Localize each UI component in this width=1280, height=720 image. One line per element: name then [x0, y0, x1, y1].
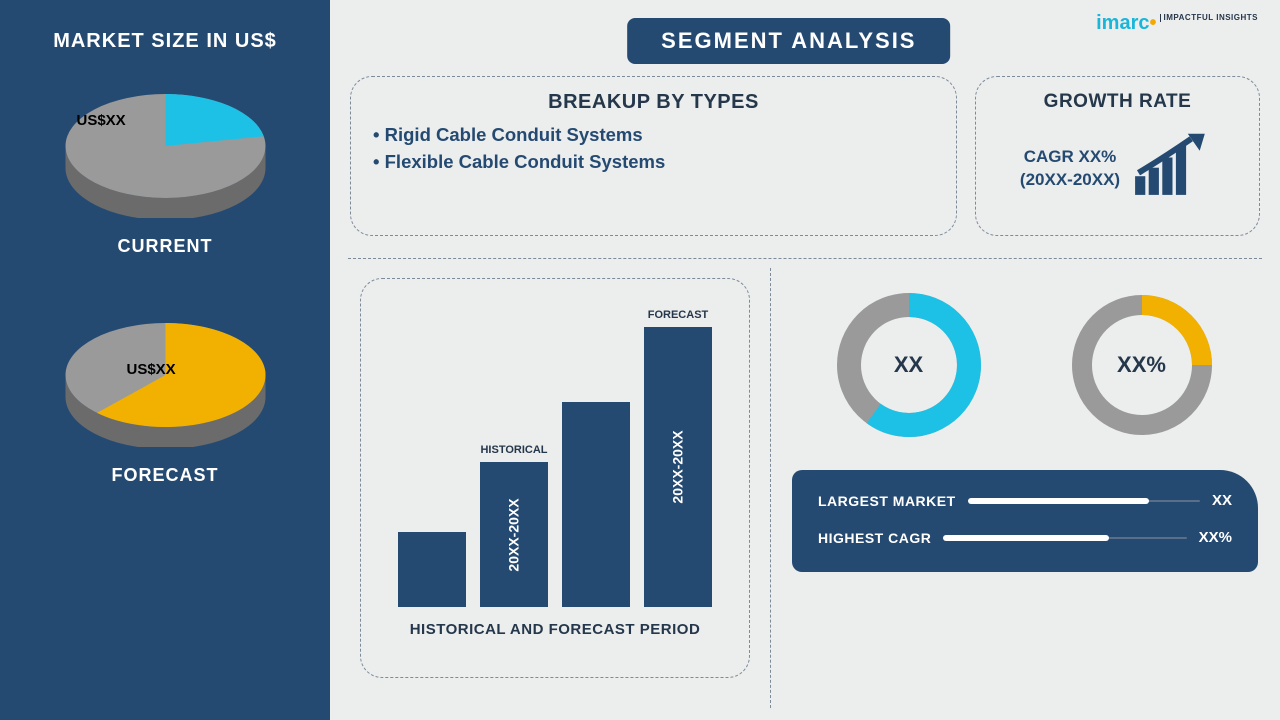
bar: 20XX-20XXHISTORICAL: [480, 462, 548, 607]
info-label: HIGHEST CAGR: [818, 530, 931, 546]
cagr-text: CAGR XX% (20XX-20XX): [1020, 146, 1120, 190]
brand-dot-icon: •: [1150, 12, 1157, 34]
bar-top-label: HISTORICAL: [480, 444, 547, 456]
segment-analysis-pill: SEGMENT ANALYSIS: [627, 18, 950, 64]
pie-block: US$XX CURRENT: [53, 88, 278, 257]
donut-label: XX%: [1117, 352, 1166, 378]
info-box: LARGEST MARKET XX HIGHEST CAGR XX%: [792, 470, 1258, 572]
pie-sub-label: CURRENT: [118, 236, 213, 257]
info-bar: [943, 535, 1186, 541]
info-value: XX%: [1199, 529, 1232, 546]
brand-text: imarc: [1096, 12, 1149, 34]
donut-label: XX: [894, 352, 923, 378]
breakup-title: BREAKUP BY TYPES: [373, 91, 934, 114]
left-panel: MARKET SIZE IN US$ US$XX CURRENT US$XX FORE…: [0, 0, 330, 720]
bar: [398, 532, 466, 607]
breakup-card: BREAKUP BY TYPES Rigid Cable Conduit Sys…: [350, 76, 957, 236]
right-panel: imarc•IMPACTFUL INSIGHTS SEGMENT ANALYSI…: [330, 0, 1280, 720]
pie-sub-label: FORECAST: [112, 465, 219, 486]
brand-logo: imarc•IMPACTFUL INSIGHTS: [1096, 12, 1258, 35]
brand-tagline: IMPACTFUL INSIGHTS: [1160, 14, 1258, 22]
hist-caption: HISTORICAL AND FORECAST PERIOD: [383, 621, 727, 638]
info-row: LARGEST MARKET XX: [818, 492, 1232, 509]
bar-top-label: FORECAST: [648, 309, 709, 321]
cagr-line1: CAGR XX%: [1020, 146, 1120, 168]
historical-forecast-card: 20XX-20XXHISTORICAL20XX-20XXFORECAST HIS…: [360, 278, 750, 678]
divider-horizontal: [348, 258, 1262, 259]
info-label: LARGEST MARKET: [818, 493, 956, 509]
bar-chart: 20XX-20XXHISTORICAL20XX-20XXFORECAST: [383, 293, 727, 613]
growth-title: GROWTH RATE: [998, 91, 1237, 113]
cagr-line2: (20XX-20XX): [1020, 169, 1120, 191]
market-size-title: MARKET SIZE IN US$: [53, 30, 277, 53]
growth-chart-icon: [1130, 131, 1215, 206]
pie-value-label: US$XX: [77, 112, 126, 129]
bar-period-label: 20XX-20XX: [670, 430, 686, 503]
pie-value-label: US$XX: [127, 361, 176, 378]
breakup-item: Flexible Cable Conduit Systems: [373, 149, 934, 176]
pie-block: US$XX FORECAST: [53, 317, 278, 486]
donut-row: XX XX%: [792, 290, 1258, 440]
breakup-list: Rigid Cable Conduit SystemsFlexible Cabl…: [373, 122, 934, 176]
breakup-item: Rigid Cable Conduit Systems: [373, 122, 934, 149]
growth-card: GROWTH RATE CAGR XX% (20XX-20XX): [975, 76, 1260, 236]
metrics-area: XX XX% LARGEST MARKET XX HIGHEST CAGR XX%: [792, 280, 1258, 572]
donut-chart: XX%: [1067, 290, 1217, 440]
top-row: BREAKUP BY TYPES Rigid Cable Conduit Sys…: [350, 76, 1260, 236]
divider-vertical: [770, 268, 771, 708]
info-value: XX: [1212, 492, 1232, 509]
bar-period-label: 20XX-20XX: [506, 498, 522, 571]
info-row: HIGHEST CAGR XX%: [818, 529, 1232, 546]
donut-chart: XX: [834, 290, 984, 440]
info-bar: [968, 498, 1200, 504]
bar: 20XX-20XXFORECAST: [644, 327, 712, 607]
bar: [562, 402, 630, 607]
